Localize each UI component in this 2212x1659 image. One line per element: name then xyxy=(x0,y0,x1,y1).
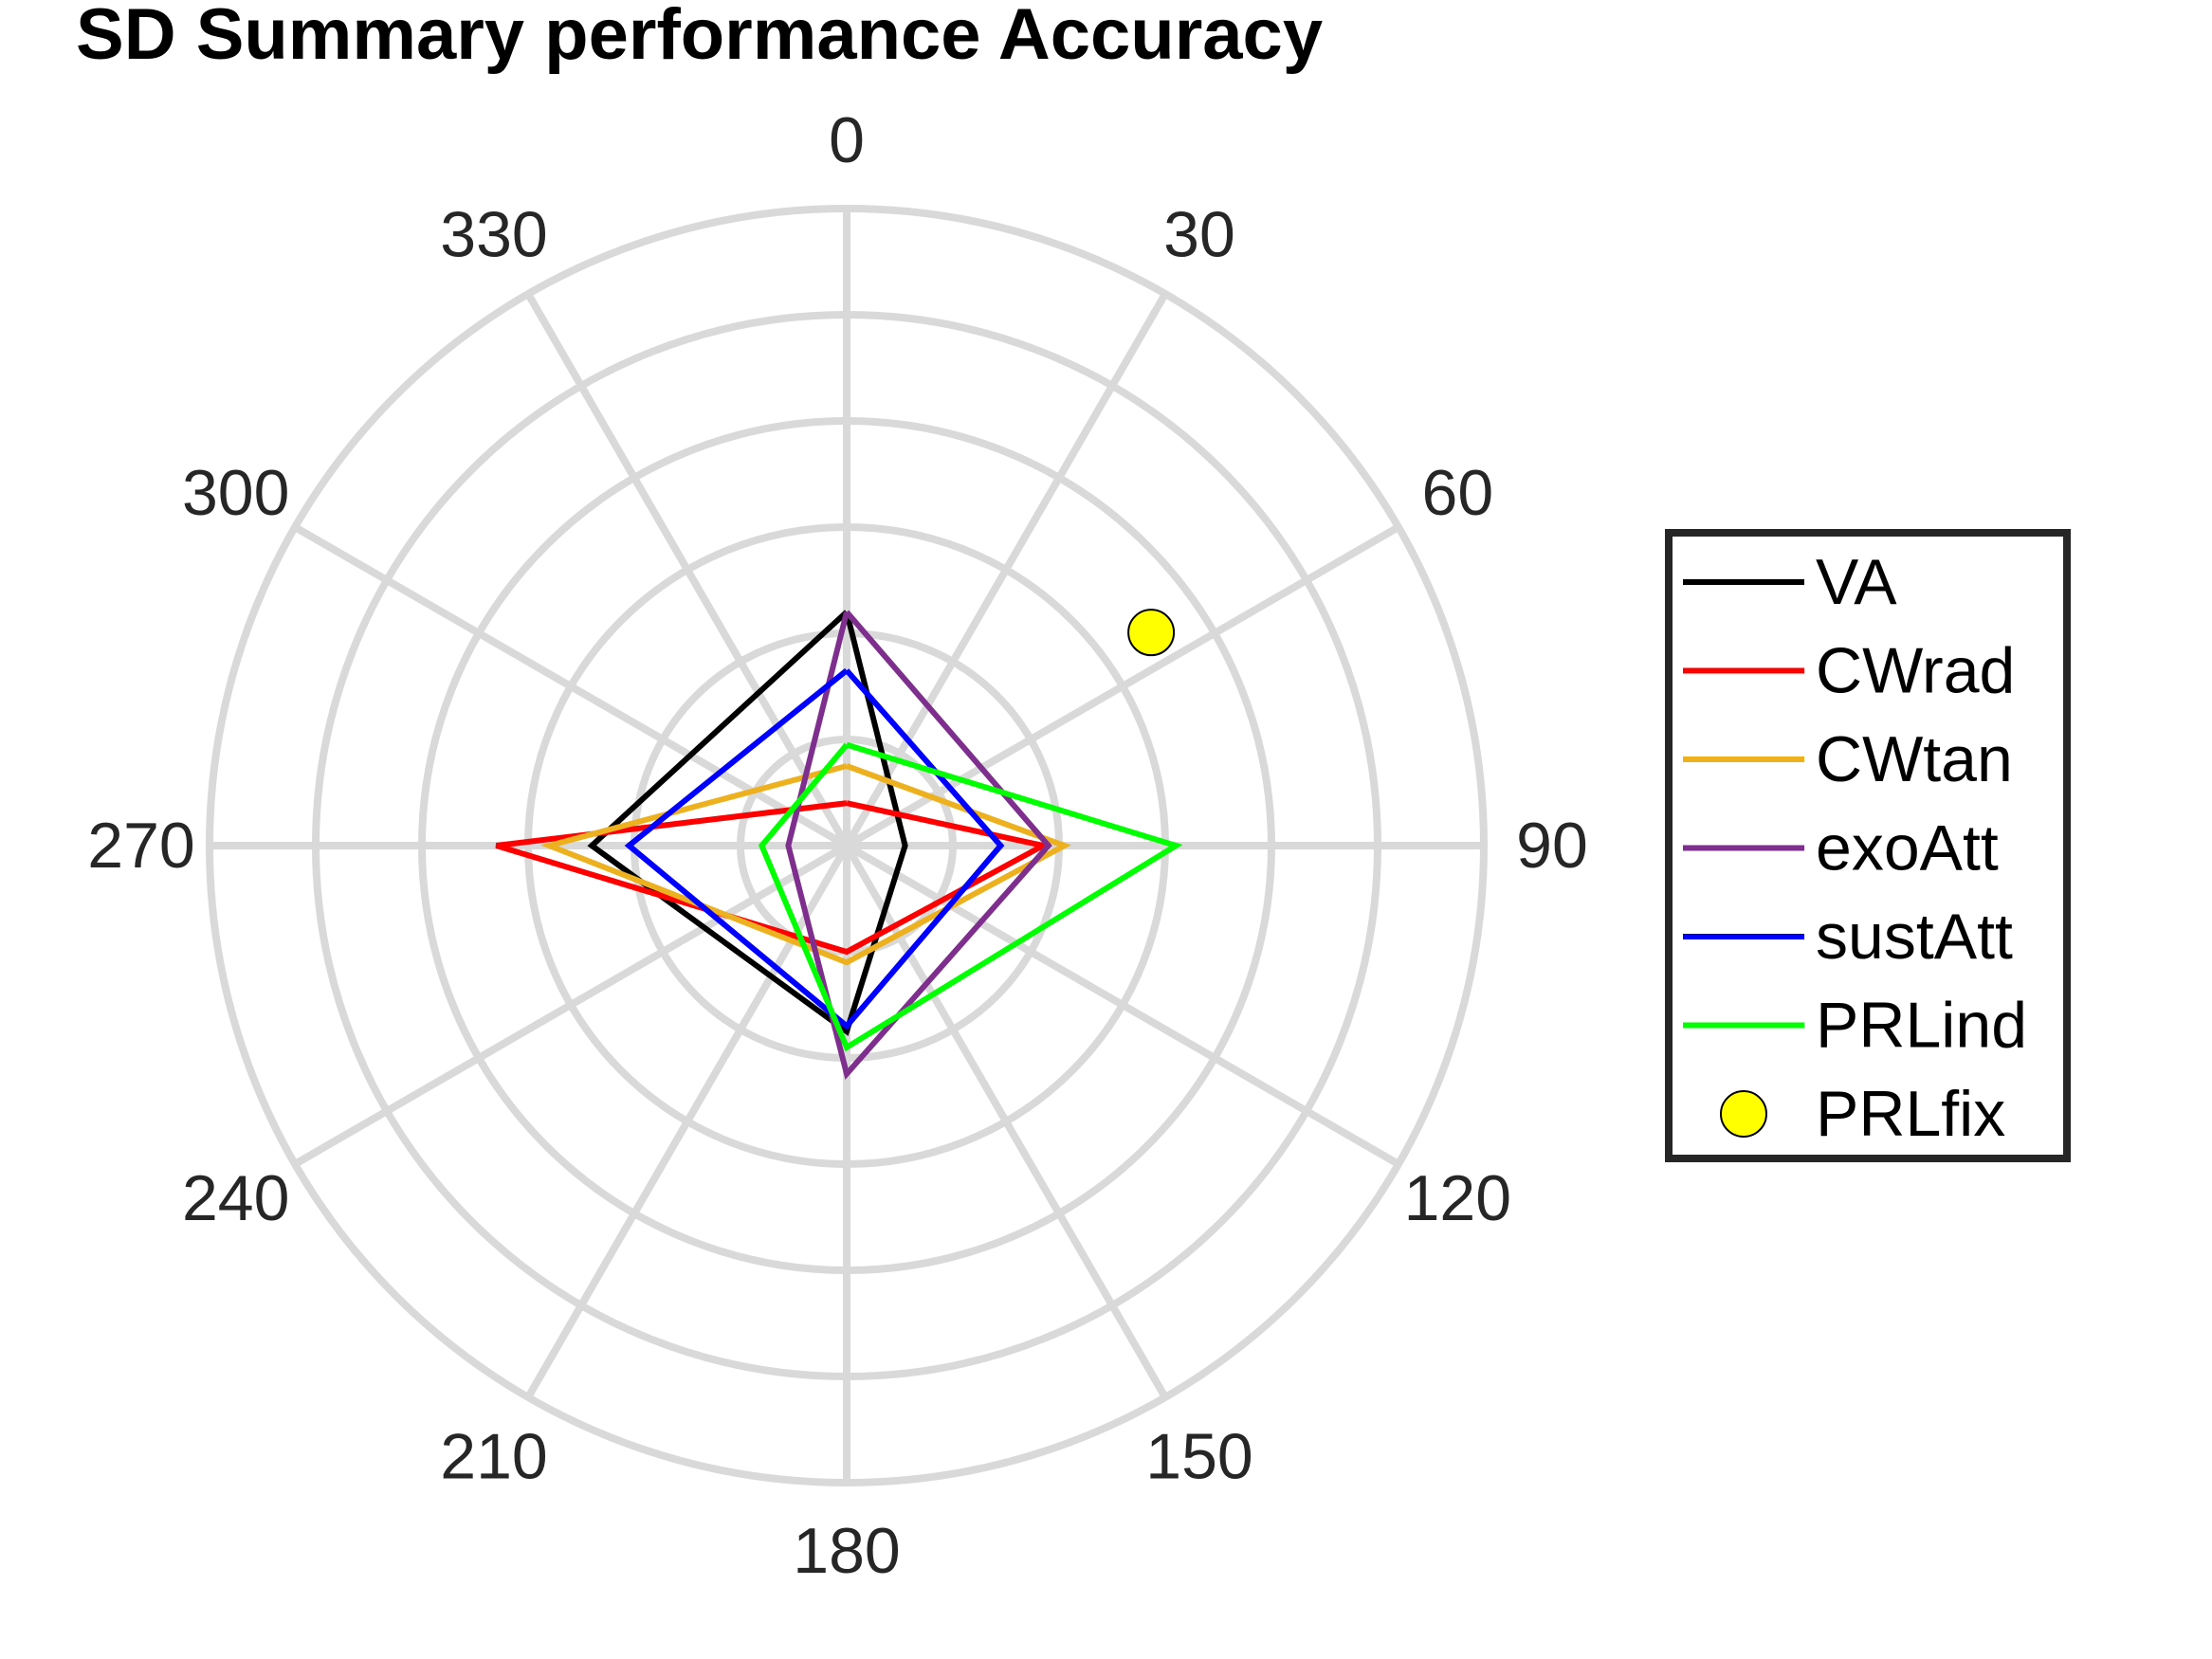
theta-tick-label: 240 xyxy=(182,1162,289,1234)
series-point-PRLfix xyxy=(1127,609,1176,657)
legend: VA CWrad CWtan exoAtt sustAtt PRLind PRLfix xyxy=(1665,529,2071,1162)
theta-tick-label: 60 xyxy=(1422,457,1494,529)
legend-label-VA: VA xyxy=(1816,546,1897,618)
legend-label-CWtan: CWtan xyxy=(1816,723,2013,795)
theta-tick-label: 0 xyxy=(829,104,865,176)
grid-spoke xyxy=(293,842,849,1168)
grid-spoke xyxy=(845,523,1400,849)
theta-tick-label: 120 xyxy=(1404,1162,1511,1234)
theta-tick-label: 330 xyxy=(440,199,547,271)
series-line-exoAtt xyxy=(785,610,1052,1081)
legend-label-sustAtt: sustAtt xyxy=(1816,901,2013,973)
polar-grid xyxy=(206,205,1488,1486)
legend-label-CWrad: CWrad xyxy=(1816,635,2015,707)
series-line-CWtan xyxy=(539,763,1071,966)
series-line-VA xyxy=(587,610,908,1036)
theta-tick-label: 150 xyxy=(1145,1420,1252,1492)
chart-title: SD Summary performance Accuracy xyxy=(76,0,1323,75)
series-line-sustAtt xyxy=(624,667,1005,1030)
legend-label-PRLind: PRLind xyxy=(1816,990,2027,1062)
grid-spoke xyxy=(524,292,850,848)
theta-tick-label: 90 xyxy=(1516,810,1588,882)
legend-label-exoAtt: exoAtt xyxy=(1816,812,1999,884)
grid-spoke xyxy=(843,292,1169,848)
legend-label-PRLfix: PRLfix xyxy=(1816,1078,2005,1150)
legend-swatch-PRLfix xyxy=(1720,1090,1767,1138)
theta-tick-label: 30 xyxy=(1163,199,1235,271)
grid-spoke xyxy=(845,842,1400,1168)
grid-spoke xyxy=(843,844,1169,1399)
data-series xyxy=(495,609,1183,1081)
theta-tick-label: 270 xyxy=(87,810,194,882)
theta-tick-label: 300 xyxy=(182,457,289,529)
series-line-PRLind xyxy=(758,741,1183,1052)
theta-tick-labels: 0 30 60 90 120 150 180 210 240 270 300 330 xyxy=(87,104,1588,1587)
theta-tick-label: 180 xyxy=(793,1515,900,1587)
theta-tick-label: 210 xyxy=(440,1420,547,1492)
